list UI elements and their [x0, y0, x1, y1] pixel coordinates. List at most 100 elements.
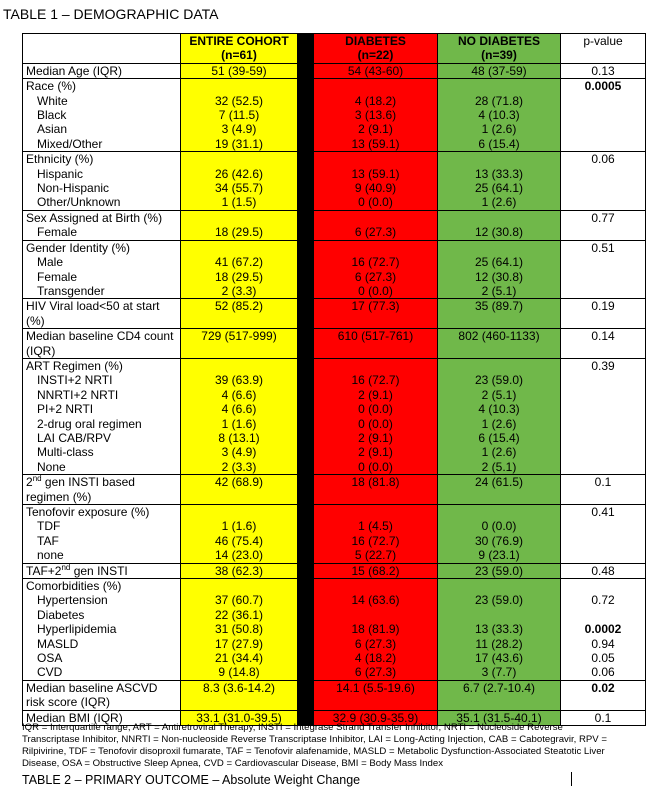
table-row: Non-Hispanic 34 (55.7) 9 (40.9) 25 (64.1) [22, 181, 646, 196]
value-cell [437, 239, 561, 256]
p-value [560, 416, 646, 431]
separator [297, 430, 314, 446]
table-row: Sex Assigned at Birth (%) 0.77 [22, 209, 646, 226]
row-label: HIV Viral load<50 at start (%) [22, 298, 181, 329]
separator [297, 607, 314, 623]
value-cell: 2 (9.1) [313, 430, 438, 446]
value-cell: 31 (50.8) [180, 622, 298, 637]
value-cell: 5 (22.7) [313, 548, 438, 564]
table-row: Median BMI (IQR) 33.1 (31.0-39.5) 32.9 (30… [22, 709, 646, 727]
row-label: OSA [22, 651, 181, 666]
p-value [560, 136, 646, 152]
header-row: ENTIRE COHORT (n=61) DIABETES (n=22) NO DIAB… [22, 33, 646, 64]
value-cell: 1 (1.6) [180, 519, 298, 534]
p-value: 0.0002 [560, 622, 646, 637]
separator [297, 195, 314, 211]
value-cell: 9 (14.8) [180, 665, 298, 681]
value-cell: 4 (6.6) [180, 402, 298, 417]
row-label: LAI CAB/RPV [22, 430, 181, 446]
table-row: Gender Identity (%) 0.51 [22, 239, 646, 256]
p-value [560, 195, 646, 211]
p-value [560, 387, 646, 403]
value-cell: 17 (77.3) [313, 298, 438, 329]
p-value: 0.39 [560, 357, 646, 374]
value-cell: 51 (39-59) [180, 62, 298, 79]
table-row: NNRTI+2 NRTI 4 (6.6) 2 (9.1) 2 (5.1) [22, 387, 646, 403]
value-cell: 48 (37-59) [437, 62, 561, 79]
column-title: NO DIABETES [457, 34, 540, 48]
separator [297, 636, 314, 652]
value-cell: 17 (27.9) [180, 636, 298, 652]
value-cell: 16 (72.7) [313, 255, 438, 270]
value-cell: 6 (27.3) [313, 269, 438, 284]
column-header: ENTIRE COHORT (n=61) [180, 33, 298, 64]
value-cell: 3 (13.6) [313, 108, 438, 123]
value-cell: 13 (33.3) [437, 622, 561, 637]
value-cell: 3 (7.7) [437, 665, 561, 681]
separator [297, 445, 314, 460]
demographic-table: ENTIRE COHORT (n=61) DIABETES (n=22) NO DIAB… [22, 33, 646, 727]
p-value [560, 533, 646, 549]
value-cell: 9 (40.9) [313, 181, 438, 196]
value-cell: 14.1 (5.5-19.6) [313, 679, 438, 711]
p-header: p-value [560, 33, 646, 64]
label-part: gen INSTI based regimen (%) [26, 475, 135, 504]
table-row: Male 41 (67.2) 16 (72.7) 25 (64.1) [22, 255, 646, 270]
separator [297, 651, 314, 666]
separator [297, 387, 314, 403]
value-cell: 2 (9.1) [313, 445, 438, 460]
row-label: TAF+2nd gen INSTI [22, 562, 181, 579]
table-title: TABLE 1 – DEMOGRAPHIC DATA [3, 6, 219, 22]
row-label: INSTI+2 NRTI [22, 373, 181, 388]
value-cell [313, 151, 438, 167]
value-cell: 14 (63.6) [313, 593, 438, 608]
row-label: Hyperlipidemia [22, 622, 181, 637]
value-cell [180, 239, 298, 256]
table-row: HIV Viral load<50 at start (%) 52 (85.2) 1… [22, 298, 646, 329]
value-cell: 23 (59.0) [437, 562, 561, 579]
p-value [560, 373, 646, 388]
row-label: Black [22, 108, 181, 123]
row-label: Race (%) [22, 78, 181, 94]
row-label: none [22, 548, 181, 564]
p-value [560, 548, 646, 564]
separator [297, 533, 314, 549]
value-cell [437, 151, 561, 167]
separator [297, 136, 314, 152]
table-row: TAF+2nd gen INSTI 38 (62.3) 15 (68.2) 23 (5… [22, 562, 646, 579]
table-row: Female 18 (29.5) 6 (27.3) 12 (30.8) [22, 269, 646, 284]
label-part: nd [32, 474, 42, 484]
row-label: Mixed/Other [22, 136, 181, 152]
value-cell: 24 (61.5) [437, 474, 561, 505]
p-value [560, 402, 646, 417]
row-label: Median baseline ASCVD risk score (IQR) [22, 679, 181, 711]
table-row: Multi-class 3 (4.9) 2 (9.1) 1 (2.6) [22, 445, 646, 460]
value-cell: 6 (15.4) [437, 430, 561, 446]
value-cell: 610 (517-761) [313, 328, 438, 359]
header-cell [22, 33, 181, 64]
table-row: Mixed/Other 19 (31.1) 13 (59.1) 6 (15.4) [22, 136, 646, 152]
separator [297, 665, 314, 681]
p-value: 0.1 [560, 474, 646, 505]
separator [297, 578, 314, 594]
p-value: 0.13 [560, 62, 646, 79]
value-cell: 1 (2.6) [437, 416, 561, 431]
row-label: Asian [22, 122, 181, 137]
value-cell: 11 (28.2) [437, 636, 561, 652]
value-cell: 14 (23.0) [180, 548, 298, 564]
value-cell: 7 (11.5) [180, 108, 298, 123]
value-cell: 0 (0.0) [313, 459, 438, 475]
value-cell: 802 (460-1133) [437, 328, 561, 359]
value-cell: 0 (0.0) [437, 519, 561, 534]
value-cell: 16 (72.7) [313, 373, 438, 388]
table-row: LAI CAB/RPV 8 (13.1) 2 (9.1) 6 (15.4) [22, 430, 646, 446]
table-row: TAF 46 (75.4) 16 (72.7) 30 (76.9) [22, 533, 646, 549]
value-cell [313, 357, 438, 374]
table-row: Median Age (IQR) 51 (39-59) 54 (43-60) 48 (… [22, 62, 646, 79]
value-cell: 22 (36.1) [180, 607, 298, 623]
value-cell: 6 (27.3) [313, 225, 438, 241]
value-cell: 4 (18.2) [313, 93, 438, 109]
row-label: Median BMI (IQR) [22, 709, 181, 727]
row-label: Multi-class [22, 445, 181, 460]
